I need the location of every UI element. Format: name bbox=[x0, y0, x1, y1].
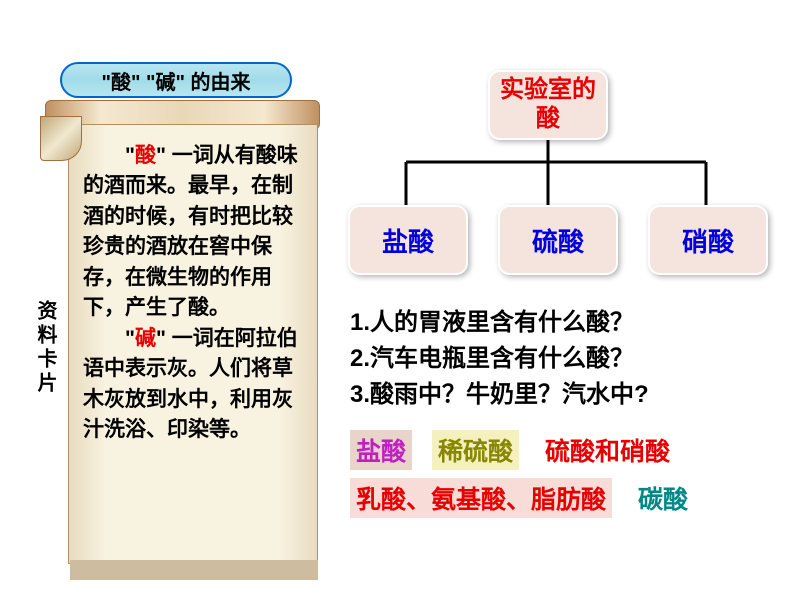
answer-3: 硫酸和硝酸 bbox=[539, 430, 676, 470]
scroll-card: "酸" 一词从有酸味的酒而来。最早，在制酒的时候，有时把比较珍贵的酒放在窖中保存… bbox=[40, 100, 325, 580]
question-2: 2.汽车电瓶里含有什么酸？ bbox=[350, 341, 780, 377]
scroll-p2-red: 碱 bbox=[135, 327, 156, 350]
question-1: 1.人的胃液里含有什么酸？ bbox=[350, 305, 780, 341]
side-label: 资料卡片 bbox=[36, 300, 60, 396]
tab-header: "酸" "碱" 的由来 bbox=[60, 62, 292, 98]
scroll-p1-pre: " bbox=[83, 144, 135, 167]
tree-child-2: 硫酸 bbox=[498, 205, 618, 275]
question-list: 1.人的胃液里含有什么酸？ 2.汽车电瓶里含有什么酸？ 3.酸雨中？牛奶里？汽水… bbox=[350, 305, 780, 413]
question-3: 3.酸雨中？牛奶里？汽水中? bbox=[350, 377, 780, 413]
scroll-body: "酸" 一词从有酸味的酒而来。最早，在制酒的时候，有时把比较珍贵的酒放在窖中保存… bbox=[68, 124, 318, 564]
tree-child-3: 硝酸 bbox=[648, 205, 768, 275]
scroll-p2-pre: " bbox=[83, 327, 135, 350]
answer-2: 稀硫酸 bbox=[432, 430, 519, 470]
scroll-p1-red: 酸 bbox=[135, 144, 156, 167]
tree-child-1: 盐酸 bbox=[348, 205, 468, 275]
tree-children: 盐酸 硫酸 硝酸 bbox=[348, 205, 768, 275]
answer-4: 乳酸、氨基酸、脂肪酸 bbox=[350, 478, 612, 518]
answer-1: 盐酸 bbox=[350, 430, 412, 470]
answer-tags: 盐酸 稀硫酸 硫酸和硝酸 乳酸、氨基酸、脂肪酸 碳酸 bbox=[350, 430, 790, 518]
scroll-curl bbox=[40, 116, 82, 161]
tree-root-box: 实验室的酸 bbox=[488, 70, 608, 140]
answer-5: 碳酸 bbox=[632, 478, 694, 518]
scroll-p1-post: " 一词从有酸味的酒而来。最早，在制酒的时候，有时把比较珍贵的酒放在窖中保存，在… bbox=[83, 144, 298, 319]
tree-connector-lines bbox=[350, 140, 750, 210]
scroll-bottom bbox=[70, 560, 318, 580]
